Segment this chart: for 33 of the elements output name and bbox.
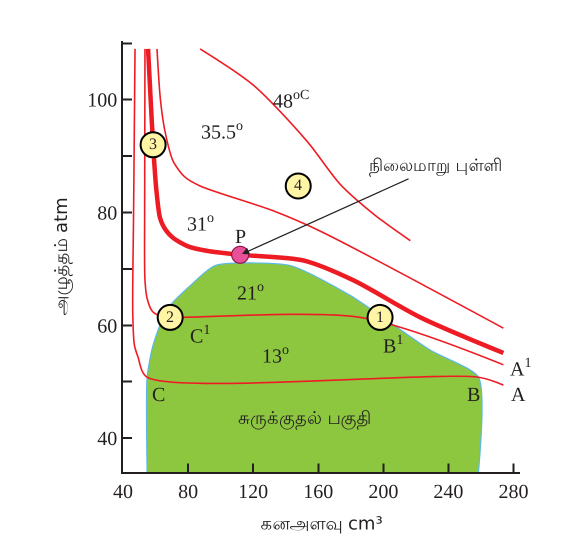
series-label: 35.5$^{o}$ <box>201 119 243 144</box>
annotation: A$^{1}$ <box>510 356 532 380</box>
annotation: C$^{1}$ <box>190 323 210 348</box>
annotation: 1 <box>376 309 384 326</box>
y-tick-label: 40 <box>97 428 118 450</box>
annotation: B <box>467 384 480 406</box>
annotation: 2 <box>166 309 174 326</box>
x-axis-title: கனஅளவு cm³ <box>260 513 383 534</box>
annotation: P <box>235 226 246 248</box>
x-tick-label: 160 <box>303 480 334 503</box>
point <box>366 304 394 331</box>
annotation: A <box>511 384 526 406</box>
series-label: 13$^{o}$ <box>262 343 289 368</box>
series-label: 48$^{oC}$ <box>273 88 310 112</box>
y-tick-label: 60 <box>97 315 118 338</box>
series-label: 31$^{o}$ <box>187 211 214 236</box>
annotation: 3 <box>149 136 157 153</box>
x-tick-label: 40 <box>113 480 133 503</box>
annotation: 4 <box>294 177 302 194</box>
y-tick-label: 100 <box>87 90 118 112</box>
text: நிலைமாறு புள்ளி <box>369 156 502 177</box>
x-tick-label: 80 <box>178 480 198 503</box>
x-tick-label: 240 <box>433 480 464 503</box>
annotation: B$^{1}$ <box>383 333 404 358</box>
annotation: C <box>152 384 166 406</box>
x-tick-label: 200 <box>368 480 398 503</box>
series-label: சுருக்குதல் பகுதி <box>238 408 372 430</box>
y-tick-label: 80 <box>97 202 118 224</box>
x-tick-label: 280 <box>498 480 528 503</box>
series-label: 21$^{o}$ <box>237 280 264 304</box>
y-axis-title: அழுத்தம் atm <box>50 197 73 316</box>
x-tick-label: 120 <box>238 480 268 503</box>
point <box>231 246 250 264</box>
